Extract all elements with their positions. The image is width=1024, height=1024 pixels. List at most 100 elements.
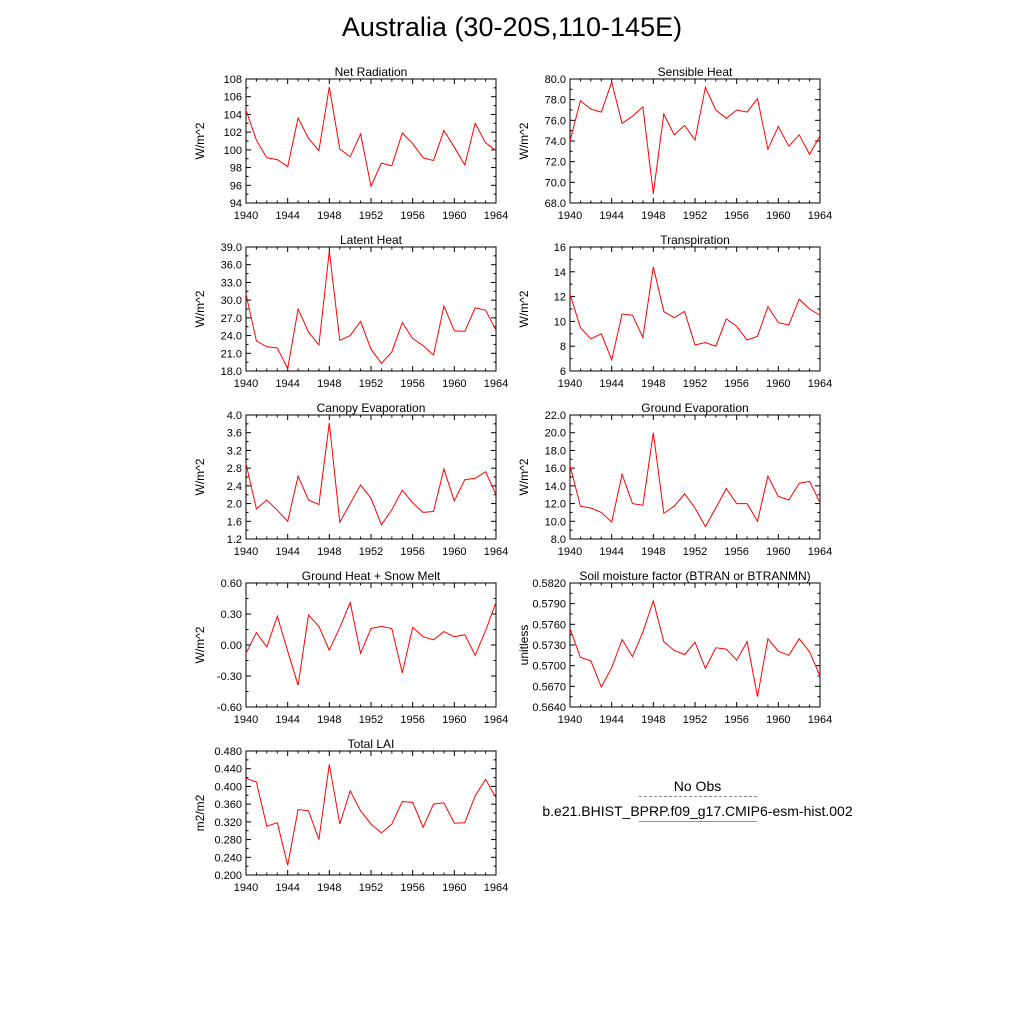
chart-title: Net Radiation <box>335 65 408 79</box>
y-tick-label: 2.4 <box>227 481 242 493</box>
y-tick-label: 0.480 <box>214 746 242 758</box>
x-tick-label: 1964 <box>484 378 508 390</box>
y-tick-label: 78.0 <box>545 95 566 107</box>
x-tick-label: 1948 <box>317 714 341 726</box>
x-tick-label: 1944 <box>275 210 299 222</box>
x-tick-label: 1956 <box>724 210 748 222</box>
chart-title: Ground Heat + Snow Melt <box>302 569 441 583</box>
x-tick-label: 1944 <box>599 210 623 222</box>
legend-model-line <box>638 821 757 822</box>
chart-panel-4: 1940 1944 1948 1952 1956 1960 1964 6 8 10 12 14 16 Tr… <box>517 233 832 390</box>
y-tick-label: 4.0 <box>227 410 242 422</box>
x-tick-label: 1940 <box>234 210 258 222</box>
x-tick-label: 1940 <box>558 378 582 390</box>
y-tick-label: -0.60 <box>217 702 242 714</box>
y-tick-label: 12 <box>554 292 566 304</box>
chart-title: Soil moisture factor (BTRAN or BTRANMN) <box>579 569 810 583</box>
y-axis-label: W/m^2 <box>517 290 531 327</box>
y-tick-label: 0.5760 <box>532 619 566 631</box>
series-line <box>245 251 497 371</box>
x-tick-label: 1964 <box>484 546 508 558</box>
x-tick-label: 1952 <box>683 714 707 726</box>
chart-panel-7: 1940 1944 1948 1952 1956 1960 1964 -0.60 -0.30 0.… <box>193 569 508 726</box>
chart-panel-2: 1940 1944 1948 1952 1956 1960 1964 68.0 70.0 72.0… <box>517 65 832 222</box>
x-tick-label: 1944 <box>275 378 299 390</box>
y-tick-label: 30.0 <box>221 295 242 307</box>
x-tick-label: 1964 <box>484 210 508 222</box>
y-tick-label: 14.0 <box>545 481 566 493</box>
x-tick-label: 1948 <box>641 378 665 390</box>
y-tick-label: 27.0 <box>221 313 242 325</box>
x-tick-label: 1956 <box>724 546 748 558</box>
x-tick-label: 1956 <box>400 546 424 558</box>
y-tick-label: 80.0 <box>545 74 566 86</box>
x-tick-label: 1960 <box>766 210 790 222</box>
y-axis-label: W/m^2 <box>193 626 207 663</box>
chart-panel-8: 1940 1944 1948 1952 1956 1960 1964 0.5640 0.5670… <box>517 569 832 726</box>
chart-title: Canopy Evaporation <box>317 401 426 415</box>
plot-frame <box>245 750 497 876</box>
y-tick-label: 0.5640 <box>532 702 566 714</box>
y-axis-label: W/m^2 <box>193 458 207 495</box>
x-tick-label: 1948 <box>641 210 665 222</box>
y-tick-label: 0.440 <box>214 764 242 776</box>
y-tick-label: 76.0 <box>545 115 566 127</box>
x-tick-label: 1940 <box>558 210 582 222</box>
y-tick-label: 0.5670 <box>532 681 566 693</box>
chart-panel-5: 1940 1944 1948 1952 1956 1960 1964 1.2 1.6 2.0 2.4… <box>193 401 508 558</box>
x-tick-label: 1940 <box>234 882 258 894</box>
y-tick-label: 8 <box>560 341 566 353</box>
x-tick-label: 1952 <box>359 378 383 390</box>
x-tick-label: 1964 <box>484 714 508 726</box>
y-tick-label: 0.360 <box>214 799 242 811</box>
x-tick-label: 1944 <box>275 714 299 726</box>
x-tick-label: 1960 <box>442 378 466 390</box>
y-tick-label: 0.00 <box>221 640 242 652</box>
x-tick-label: 1964 <box>808 546 832 558</box>
y-tick-label: 104 <box>224 109 242 121</box>
x-tick-label: 1960 <box>442 210 466 222</box>
chart-panel-6: 1940 1944 1948 1952 1956 1960 1964 8.0 10.0 12.0 1… <box>517 401 832 558</box>
y-tick-label: 20.0 <box>545 428 566 440</box>
y-tick-label: 24.0 <box>221 331 242 343</box>
x-tick-label: 1956 <box>400 378 424 390</box>
y-tick-label: 10.0 <box>545 516 566 528</box>
x-tick-label: 1956 <box>400 210 424 222</box>
x-tick-label: 1960 <box>442 546 466 558</box>
y-tick-label: 33.0 <box>221 277 242 289</box>
series-line <box>569 80 821 194</box>
x-tick-label: 1940 <box>234 378 258 390</box>
x-tick-label: 1948 <box>317 546 341 558</box>
x-tick-label: 1952 <box>683 378 707 390</box>
legend-model-label: b.e21.BHIST_BPRP.f09_g17.CMIP6-esm-hist.… <box>542 803 853 819</box>
series-line <box>569 599 821 697</box>
y-tick-label: 102 <box>224 127 242 139</box>
x-tick-label: 1944 <box>275 546 299 558</box>
x-tick-label: 1964 <box>808 714 832 726</box>
legend: No Obs b.e21.BHIST_BPRP.f09_g17.CMIP6-es… <box>520 778 875 828</box>
y-tick-label: 98 <box>230 163 242 175</box>
y-axis-label: W/m^2 <box>193 122 207 159</box>
y-tick-label: 3.6 <box>227 428 242 440</box>
chart-title: Total LAI <box>348 737 395 751</box>
y-tick-label: 3.2 <box>227 445 242 457</box>
y-tick-label: 0.5700 <box>532 661 566 673</box>
y-axis-label: W/m^2 <box>517 122 531 159</box>
y-axis-label: unitless <box>517 625 531 666</box>
x-tick-label: 1952 <box>359 882 383 894</box>
x-tick-label: 1960 <box>442 714 466 726</box>
chart-title: Sensible Heat <box>658 65 733 79</box>
y-tick-label: -0.30 <box>217 671 242 683</box>
plot-frame <box>245 246 497 372</box>
chart-title: Latent Heat <box>340 233 403 247</box>
plot-frame <box>245 582 497 708</box>
x-tick-label: 1944 <box>599 714 623 726</box>
y-tick-label: 10 <box>554 316 566 328</box>
y-axis-label: W/m^2 <box>193 290 207 327</box>
x-tick-label: 1948 <box>641 714 665 726</box>
x-tick-label: 1944 <box>599 546 623 558</box>
x-tick-label: 1940 <box>558 546 582 558</box>
series-line <box>245 86 497 188</box>
y-tick-label: 14 <box>554 267 566 279</box>
plot-frame <box>569 582 821 708</box>
